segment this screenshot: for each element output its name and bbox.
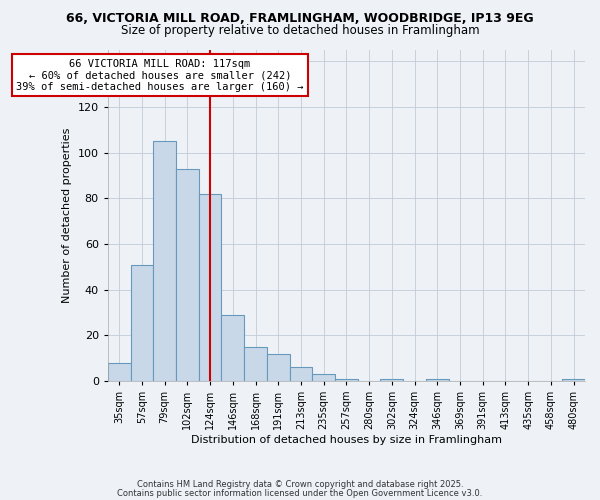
- Text: Contains public sector information licensed under the Open Government Licence v3: Contains public sector information licen…: [118, 488, 482, 498]
- Bar: [426, 378, 449, 381]
- Bar: [313, 374, 335, 381]
- Text: Contains HM Land Registry data © Crown copyright and database right 2025.: Contains HM Land Registry data © Crown c…: [137, 480, 463, 489]
- Bar: [244, 346, 267, 381]
- Bar: [335, 378, 358, 381]
- Bar: [131, 264, 153, 381]
- Bar: [562, 378, 585, 381]
- Bar: [221, 314, 244, 381]
- Bar: [267, 354, 290, 381]
- Bar: [380, 378, 403, 381]
- Bar: [108, 362, 131, 381]
- Y-axis label: Number of detached properties: Number of detached properties: [62, 128, 72, 303]
- X-axis label: Distribution of detached houses by size in Framlingham: Distribution of detached houses by size …: [191, 435, 502, 445]
- Text: Size of property relative to detached houses in Framlingham: Size of property relative to detached ho…: [121, 24, 479, 37]
- Bar: [290, 367, 313, 381]
- Text: 66, VICTORIA MILL ROAD, FRAMLINGHAM, WOODBRIDGE, IP13 9EG: 66, VICTORIA MILL ROAD, FRAMLINGHAM, WOO…: [66, 12, 534, 26]
- Bar: [199, 194, 221, 381]
- Bar: [153, 142, 176, 381]
- Bar: [176, 168, 199, 381]
- Text: 66 VICTORIA MILL ROAD: 117sqm
← 60% of detached houses are smaller (242)
39% of : 66 VICTORIA MILL ROAD: 117sqm ← 60% of d…: [16, 58, 304, 92]
